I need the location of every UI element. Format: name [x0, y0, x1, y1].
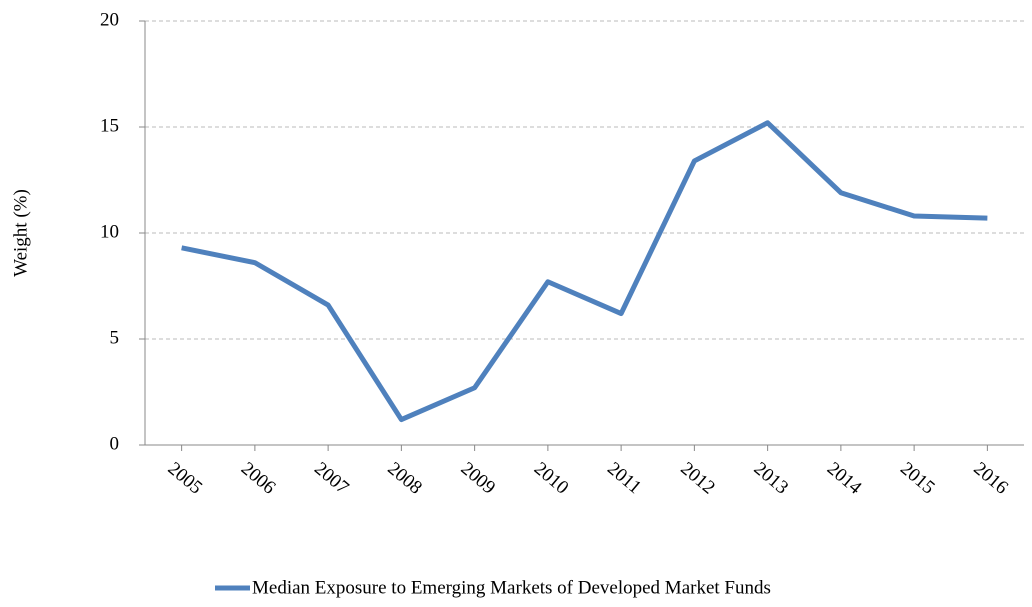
- x-tick-label: 2008: [383, 458, 426, 499]
- y-tick-label: 15: [100, 115, 119, 136]
- x-tick-label: 2015: [896, 458, 939, 499]
- x-tick-label: 2012: [676, 458, 719, 499]
- y-tick-label: 5: [110, 327, 120, 348]
- x-tick-label: 2016: [969, 458, 1012, 499]
- x-tick-label: 2005: [164, 458, 207, 499]
- x-tick-label: 2006: [237, 458, 280, 499]
- x-tick-label: 2014: [823, 458, 866, 499]
- x-tick-label: 2007: [310, 458, 353, 499]
- x-tick-label: 2011: [603, 458, 645, 498]
- x-tick-label: 2010: [530, 458, 573, 499]
- y-axis-label: Weight (%): [10, 189, 31, 277]
- y-tick-label: 0: [110, 433, 120, 454]
- y-tick-label: 10: [100, 221, 119, 242]
- x-tick-label: 2013: [750, 458, 793, 499]
- line-series: [181, 120, 988, 423]
- legend-label: Median Exposure to Emerging Markets of D…: [252, 577, 771, 598]
- x-tick-label: 2009: [457, 458, 500, 499]
- y-tick-label: 20: [100, 9, 119, 30]
